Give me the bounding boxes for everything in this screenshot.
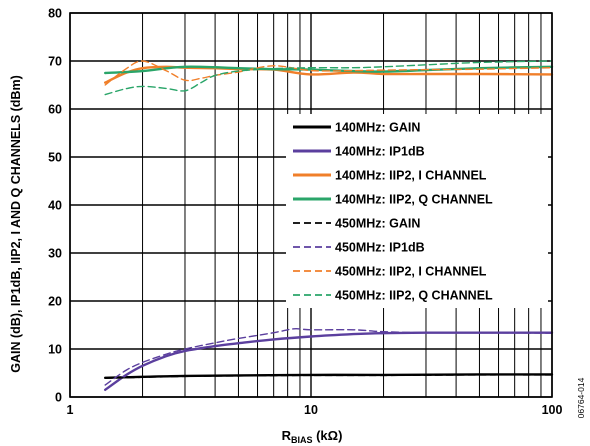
y-tick-label: 40 [48, 199, 62, 213]
series-line-5 [104, 328, 553, 386]
y-tick-label: 10 [48, 343, 62, 357]
legend-label-7: 450MHz: IIP2, Q CHANNEL [335, 289, 493, 303]
series-line-1 [104, 331, 554, 391]
series-line-7 [104, 60, 553, 96]
legend-label-3: 140MHz: IIP2, Q CHANNEL [335, 193, 493, 207]
y-axis-label: GAIN (dB), IP1dB, IIP2, I AND Q CHANNELS… [9, 75, 23, 372]
plot-frame [69, 12, 553, 398]
legend-label-1: 140MHz: IP1dB [335, 145, 425, 159]
x-tick-label: 100 [542, 403, 563, 417]
x-tick-label: 10 [304, 403, 318, 417]
y-tick-label: 20 [48, 295, 62, 309]
figure-id: 06764-014 [576, 377, 586, 418]
x-axis-label: RBIAS (kΩ) [282, 428, 343, 445]
legend: 140MHz: GAIN 140MHz: IP1dB 140MHz: IIP2, I… [293, 121, 493, 303]
y-tick-label: 0 [55, 391, 62, 405]
legend-label-4: 450MHz: GAIN [335, 217, 420, 231]
y-tick-label: 80 [48, 7, 62, 21]
legend-label-2: 140MHz: IIP2, I CHANNEL [335, 169, 487, 183]
y-tick-label: 30 [48, 247, 62, 261]
legend-label-0: 140MHz: GAIN [335, 121, 420, 135]
legend-label-5: 450MHz: IP1dB [335, 241, 425, 255]
y-tick-label: 60 [48, 103, 62, 117]
x-tick-label: 1 [67, 403, 74, 417]
y-tick-label: 50 [48, 151, 62, 165]
series-line-6 [104, 60, 553, 86]
x-axis-label-subscript: BIAS [291, 435, 313, 445]
y-tick-label: 70 [48, 55, 62, 69]
x-axis-label-unit: (kΩ) [312, 428, 342, 443]
legend-label-6: 450MHz: IIP2, I CHANNEL [335, 265, 487, 279]
series-line-4 [104, 374, 553, 379]
x-axis-label-main: R [282, 428, 292, 443]
series-lines [104, 60, 554, 391]
tick-labels: 0 10 20 30 40 50 60 70 80 1 10 100 [48, 7, 562, 418]
series-line-3 [104, 65, 554, 75]
legend-box [286, 114, 548, 308]
